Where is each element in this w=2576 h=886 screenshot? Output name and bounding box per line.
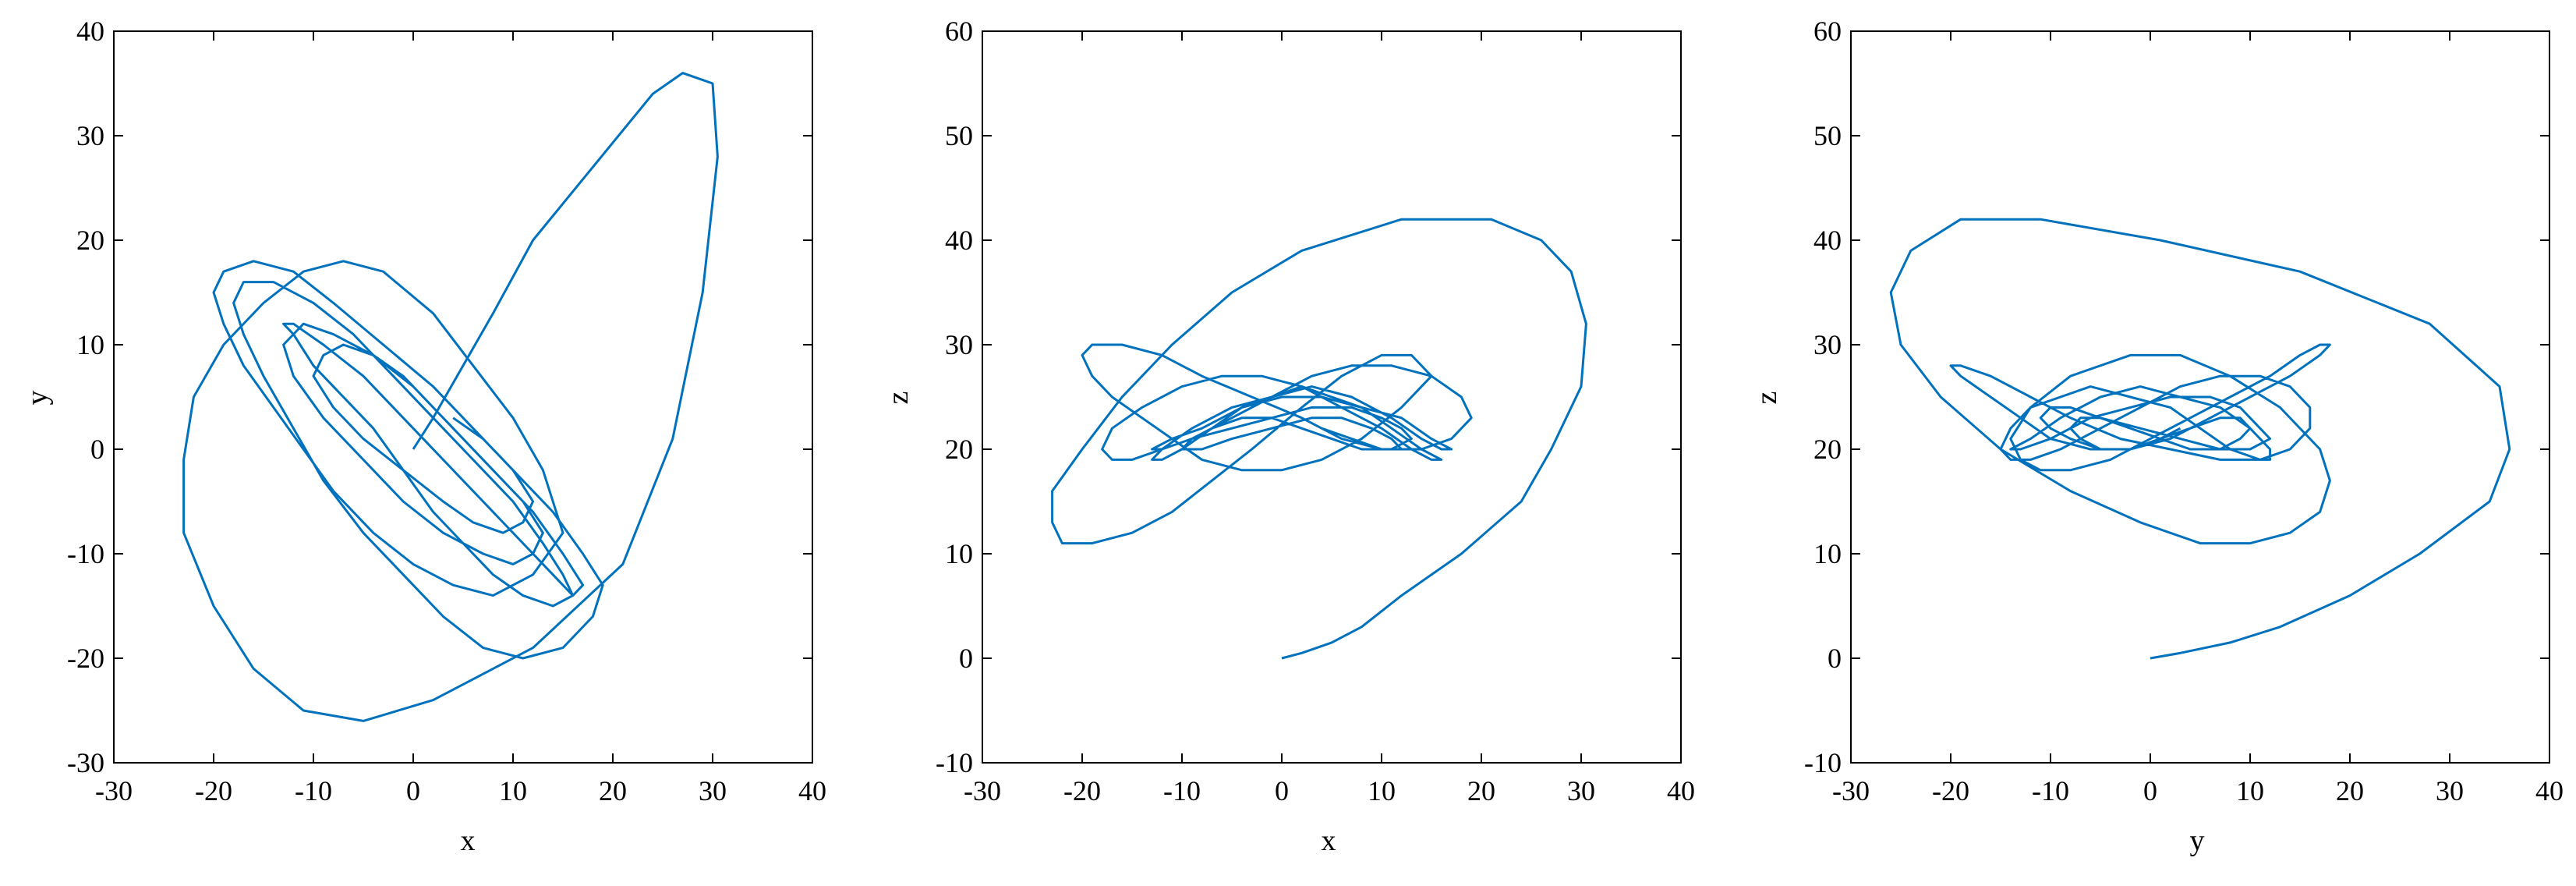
axes-frame [113,30,813,764]
y-tick-label: 40 [1813,225,1842,256]
y-tick-label: -20 [67,643,104,674]
y-tick-label: 60 [945,16,973,47]
x-tick-label: 0 [2143,775,2157,806]
x-tick-label: -20 [1932,775,1969,806]
x-tick-label: 40 [2535,775,2564,806]
y-tick-label: 50 [1813,120,1842,151]
x-tick-label: 20 [1467,775,1495,806]
y-tick-label: 10 [945,538,973,569]
panel-xy: x y -30 -20 -10 0 10 20 30 40 -30 -20 -10 0 10 20 30 40 [21,16,826,857]
axes-frame [982,30,1682,764]
y-tick-label: 20 [1813,434,1842,465]
x-tick-label: -30 [1832,775,1870,806]
y-tick-label: 20 [945,434,973,465]
trajectory-line [1889,218,2511,660]
y-tick-label: 30 [76,120,104,151]
x-tick-label: 40 [798,775,826,806]
x-tick-label: -10 [2032,775,2069,806]
y-tick-label: 20 [76,225,104,256]
trajectory-line [182,72,719,722]
xlabel-panel-2: x [1322,824,1336,857]
trajectory-line [1051,218,1587,660]
x-tick-label: 20 [2336,775,2364,806]
x-tick-label: 0 [406,775,420,806]
x-tick-label: 30 [2436,775,2464,806]
y-tick-label: 40 [76,16,104,47]
y-tick-label: 30 [1813,329,1842,360]
x-tick-label: 20 [599,775,627,806]
y-tick-label: 0 [959,643,973,674]
x-tick-label: 10 [1368,775,1396,806]
y-tick-label: 50 [945,120,973,151]
xlabel-panel-3: y [2190,824,2205,857]
x-tick-label: -30 [964,775,1001,806]
y-tick-label: 60 [1813,16,1842,47]
y-tick-label: -10 [936,747,973,778]
x-tick-label: -10 [1163,775,1201,806]
x-tick-label: -20 [195,775,232,806]
x-tick-label: 30 [699,775,727,806]
y-tick-label: 0 [90,434,104,465]
x-tick-label: -30 [95,775,133,806]
y-tick-label: 0 [1828,643,1842,674]
ylabel-panel-3: z [1750,392,1783,405]
y-tick-label: -10 [1804,747,1842,778]
ylabel-panel-1: y [21,391,54,406]
panel-yz: y z -30 -20 -10 0 10 20 30 40 -10 0 10 20 30 40 50 60 [1750,16,2564,857]
axes-frame [1850,30,2550,764]
x-tick-label: -20 [1063,775,1101,806]
y-tick-label: -30 [67,747,104,778]
y-tick-label: -10 [67,538,104,569]
panel-xz: x z -30 -20 -10 0 10 20 30 40 -10 0 10 20 30 40 50 60 [882,16,1695,857]
x-tick-label: -10 [295,775,332,806]
y-tick-label: 10 [1813,538,1842,569]
y-tick-label: 30 [945,329,973,360]
x-tick-label: 30 [1567,775,1595,806]
x-tick-label: 10 [499,775,527,806]
y-tick-label: 10 [76,329,104,360]
xlabel-panel-1: x [461,824,476,857]
ylabel-panel-2: z [882,392,915,405]
x-tick-label: 10 [2236,775,2264,806]
y-tick-label: 40 [945,225,973,256]
x-tick-label: 40 [1667,775,1695,806]
x-tick-label: 0 [1275,775,1289,806]
